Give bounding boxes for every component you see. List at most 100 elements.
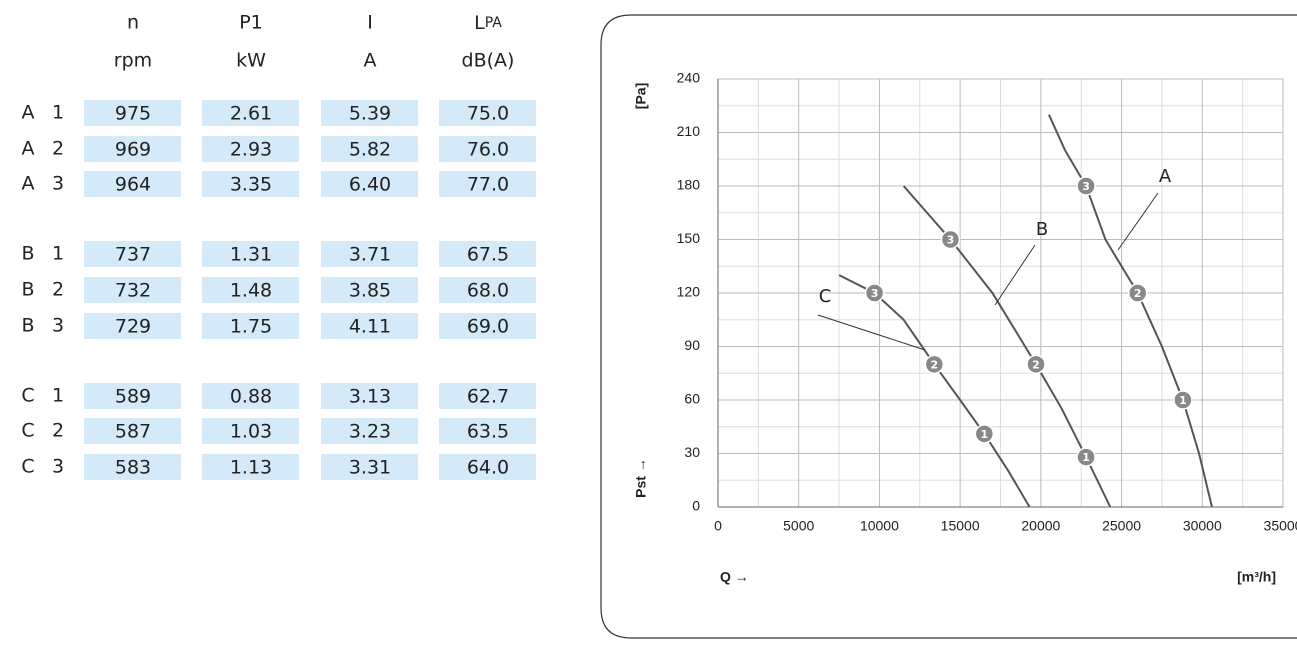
cell: 1.48 xyxy=(230,280,272,302)
operating-point-label: 2 xyxy=(1032,358,1040,371)
cell-bg xyxy=(439,136,536,162)
cell-bg xyxy=(321,171,418,197)
x-unit: [m³/h] xyxy=(1237,569,1276,585)
cell-bg xyxy=(84,100,181,126)
cell: 975 xyxy=(115,103,151,125)
column-unit: A xyxy=(364,50,377,72)
cell: 5.82 xyxy=(349,139,391,161)
cell: 587 xyxy=(115,421,151,443)
cell: 3.31 xyxy=(349,457,391,479)
operating-point xyxy=(1026,354,1046,375)
y-tick-label: 30 xyxy=(684,444,700,460)
cell-bg xyxy=(84,171,181,197)
cell-bg xyxy=(84,383,181,409)
cell: 68.0 xyxy=(467,280,509,302)
operating-point xyxy=(1076,447,1096,467)
curve-leader xyxy=(817,314,926,351)
column-unit: kW xyxy=(236,50,266,72)
cell: 1.31 xyxy=(230,244,272,266)
row-group: C xyxy=(21,385,34,407)
cell: 3.71 xyxy=(349,244,391,266)
row-speed: 2 xyxy=(52,138,64,160)
cell: 1.03 xyxy=(230,421,272,443)
row-group: A xyxy=(22,173,35,195)
cell: 583 xyxy=(115,457,151,479)
row-speed: 3 xyxy=(52,315,64,337)
row-speed: 1 xyxy=(52,243,64,265)
cell-bg xyxy=(202,136,299,162)
cell-bg xyxy=(84,241,181,267)
cell-bg xyxy=(202,100,299,126)
cell: 64.0 xyxy=(467,457,509,479)
cell-bg xyxy=(202,454,299,480)
cell: 969 xyxy=(115,139,151,161)
operating-point xyxy=(1127,283,1148,303)
cell: 3.85 xyxy=(349,280,391,302)
cell: 3.35 xyxy=(230,174,272,196)
curve xyxy=(1048,114,1213,508)
x-tick-label: 20000 xyxy=(1021,518,1060,534)
column-unit: dB(A) xyxy=(462,50,515,72)
x-tick-label: 25000 xyxy=(1102,518,1141,534)
cell-bg xyxy=(439,100,536,126)
cell-bg xyxy=(202,241,299,267)
operating-point-label: 1 xyxy=(981,428,989,441)
cell: 63.5 xyxy=(467,421,509,443)
cell: 69.0 xyxy=(467,316,509,338)
cell: 3.23 xyxy=(349,421,391,443)
y-tick-label: 90 xyxy=(684,337,700,353)
x-tick-label: 10000 xyxy=(860,518,899,534)
cell-bg xyxy=(202,383,299,409)
cell-bg xyxy=(439,277,536,303)
cell-bg xyxy=(202,277,299,303)
row-group: B xyxy=(21,279,34,301)
y-tick-label: 240 xyxy=(677,70,701,86)
column-header: I xyxy=(367,12,373,34)
row-speed: 2 xyxy=(52,420,64,442)
cell: 0.88 xyxy=(230,386,272,408)
cell-bg xyxy=(84,277,181,303)
curve-name: B xyxy=(1036,219,1048,240)
x-tick-label: 15000 xyxy=(941,518,980,534)
operating-point xyxy=(924,354,945,375)
cell-bg xyxy=(439,418,536,444)
curve-leader xyxy=(1117,192,1159,251)
cell: 737 xyxy=(115,244,151,266)
y-tick-label: 0 xyxy=(692,498,700,514)
column-header-main: L xyxy=(474,12,485,34)
operating-point-label: 1 xyxy=(1179,394,1187,407)
operating-point-label: 2 xyxy=(1134,287,1142,300)
cell-bg xyxy=(321,136,418,162)
row-group: A xyxy=(22,102,35,124)
cell-bg xyxy=(84,418,181,444)
cell-bg xyxy=(439,383,536,409)
cell-bg xyxy=(84,136,181,162)
cell-bg xyxy=(321,418,418,444)
cell: 6.40 xyxy=(349,174,391,196)
cell: 589 xyxy=(115,386,151,408)
cell-bg xyxy=(321,100,418,126)
operating-point-label: 2 xyxy=(930,358,938,371)
operating-point xyxy=(940,229,961,250)
curve-leader xyxy=(994,244,1036,306)
column-header: n xyxy=(127,12,139,34)
cell: 4.11 xyxy=(349,316,391,338)
row-speed: 3 xyxy=(52,456,64,478)
cell: 732 xyxy=(115,280,151,302)
row-speed: 1 xyxy=(52,385,64,407)
row-group: A xyxy=(22,138,35,160)
x-tick-label: 0 xyxy=(714,518,722,534)
cell-bg xyxy=(321,241,418,267)
row-group: C xyxy=(21,420,34,442)
cell: 2.93 xyxy=(230,139,272,161)
x-label: Q → xyxy=(720,569,749,585)
cell-bg xyxy=(202,171,299,197)
cell-bg xyxy=(84,454,181,480)
cell: 3.13 xyxy=(349,386,391,408)
row-speed: 2 xyxy=(52,279,64,301)
cell: 729 xyxy=(115,316,151,338)
cell: 2.61 xyxy=(230,103,272,125)
cell-bg xyxy=(321,383,418,409)
